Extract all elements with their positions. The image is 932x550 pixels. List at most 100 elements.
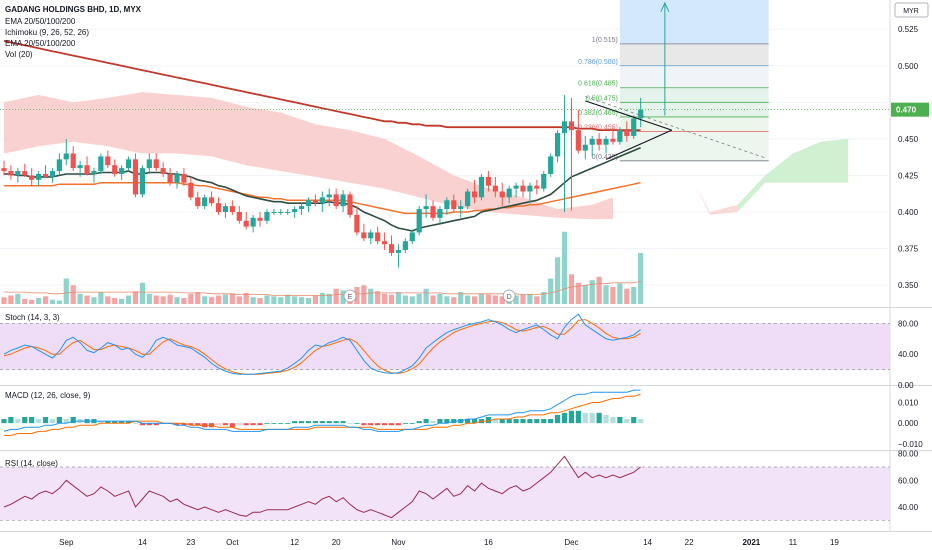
event-marker[interactable] [343, 289, 357, 303]
candle-body[interactable] [271, 211, 277, 213]
candle-body[interactable] [215, 203, 222, 212]
candle-body[interactable] [402, 241, 408, 250]
candle-body[interactable] [312, 200, 318, 204]
candle-body[interactable] [326, 194, 332, 198]
candle-body[interactable] [555, 133, 561, 157]
candle-body[interactable] [361, 232, 367, 239]
candle-body[interactable] [49, 171, 56, 177]
candle-body[interactable] [485, 176, 491, 186]
candle-body[interactable] [596, 138, 602, 145]
candle-body[interactable] [534, 185, 540, 189]
candle-body[interactable] [382, 241, 388, 245]
candle-body[interactable] [513, 185, 519, 189]
candle-body[interactable] [112, 165, 118, 174]
candle-body[interactable] [36, 173, 42, 180]
candle-body[interactable] [527, 185, 533, 192]
candle-body[interactable] [340, 194, 346, 207]
candle-body[interactable] [91, 171, 97, 174]
candle-body[interactable] [22, 171, 28, 176]
candle-body[interactable] [70, 153, 76, 169]
candle-body[interactable] [42, 173, 49, 177]
candle-body[interactable] [63, 153, 69, 160]
candle-body[interactable] [146, 159, 152, 169]
currency-badge[interactable] [894, 2, 929, 18]
candle-body[interactable] [209, 197, 215, 204]
candle-body[interactable] [160, 168, 166, 174]
candle-body[interactable] [444, 200, 450, 210]
candle-body[interactable] [520, 185, 526, 192]
event-marker[interactable] [502, 289, 516, 303]
candle-body[interactable] [132, 159, 139, 195]
candle-body[interactable] [264, 211, 270, 221]
candle-body[interactable] [465, 191, 471, 207]
candle-body[interactable] [333, 194, 339, 207]
candle-body[interactable] [347, 194, 353, 215]
candle-body[interactable] [319, 197, 325, 204]
candle-body[interactable] [229, 206, 235, 212]
candle-body[interactable] [368, 232, 374, 239]
candle-body[interactable] [56, 159, 62, 172]
macd-histogram-bar [617, 416, 623, 424]
candle-body[interactable] [409, 232, 415, 242]
candle-body[interactable] [119, 168, 125, 174]
candle-body[interactable] [582, 144, 588, 151]
candle-body[interactable] [188, 182, 194, 198]
ichimoku-cloud-bullish [737, 138, 849, 212]
candle-body[interactable] [416, 209, 422, 233]
candle-body[interactable] [492, 185, 498, 192]
candle-body[interactable] [499, 191, 505, 198]
candle-body[interactable] [125, 159, 132, 169]
candle-body[interactable] [174, 173, 180, 183]
candle-body[interactable] [451, 200, 457, 210]
candle-body[interactable] [423, 206, 429, 210]
candle-body[interactable] [354, 214, 360, 233]
volume-bar [215, 295, 222, 304]
candle-body[interactable] [15, 171, 21, 176]
candle-body[interactable] [624, 130, 630, 136]
candle-body[interactable] [478, 176, 485, 198]
candle-body[interactable] [541, 173, 547, 189]
candle-body[interactable] [458, 206, 464, 210]
candle-body[interactable] [375, 232, 381, 242]
candle-body[interactable] [631, 118, 637, 136]
candle-body[interactable] [298, 206, 305, 210]
candle-body[interactable] [603, 138, 609, 145]
candle-body[interactable] [388, 244, 395, 253]
candle-body[interactable] [202, 197, 208, 207]
candle-body[interactable] [250, 217, 256, 227]
candle-body[interactable] [638, 109, 644, 119]
candle-body[interactable] [561, 121, 568, 134]
candle-body[interactable] [430, 206, 436, 218]
candle-body[interactable] [285, 211, 291, 213]
candle-body[interactable] [153, 159, 159, 169]
candle-body[interactable] [243, 220, 249, 227]
volume-bar [555, 257, 561, 304]
candle-body[interactable] [105, 156, 111, 166]
candle-body[interactable] [222, 206, 229, 212]
candle-body[interactable] [471, 191, 478, 198]
candle-body[interactable] [548, 156, 554, 174]
candle-body[interactable] [257, 217, 263, 221]
candle-body[interactable] [589, 138, 595, 145]
candle-body[interactable] [181, 173, 187, 183]
candle-body[interactable] [395, 249, 402, 253]
candle-body[interactable] [610, 138, 616, 142]
candle-body[interactable] [278, 211, 284, 213]
candle-body[interactable] [167, 173, 173, 183]
candle-body[interactable] [139, 168, 145, 195]
candle-body[interactable] [77, 165, 83, 169]
candle-body[interactable] [575, 130, 581, 151]
candle-body[interactable] [617, 130, 623, 142]
candle-body[interactable] [437, 209, 443, 218]
candle-body[interactable] [1, 168, 7, 172]
candle-body[interactable] [29, 175, 35, 180]
candle-body[interactable] [305, 200, 312, 207]
candle-body[interactable] [236, 211, 242, 221]
candle-body[interactable] [8, 171, 14, 176]
candle-body[interactable] [195, 197, 201, 207]
candle-body[interactable] [84, 165, 90, 174]
candle-body[interactable] [98, 156, 104, 172]
candle-body[interactable] [292, 209, 298, 212]
candle-body[interactable] [506, 188, 512, 198]
